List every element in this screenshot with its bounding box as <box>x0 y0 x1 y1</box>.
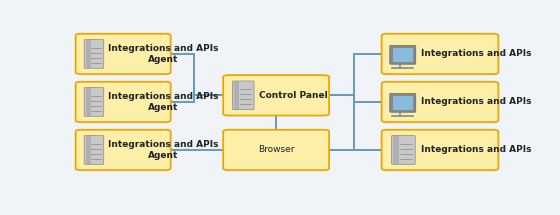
FancyBboxPatch shape <box>86 88 91 116</box>
FancyBboxPatch shape <box>390 94 416 112</box>
Text: Integrations and APIs: Integrations and APIs <box>421 97 531 106</box>
FancyBboxPatch shape <box>232 81 254 110</box>
FancyBboxPatch shape <box>86 136 91 164</box>
FancyBboxPatch shape <box>390 46 416 64</box>
Text: Integrations and APIs
Agent: Integrations and APIs Agent <box>108 44 218 64</box>
Text: Integrations and APIs
Agent: Integrations and APIs Agent <box>108 92 218 112</box>
FancyBboxPatch shape <box>381 34 498 74</box>
FancyBboxPatch shape <box>381 130 498 170</box>
FancyBboxPatch shape <box>223 75 329 115</box>
FancyBboxPatch shape <box>84 88 104 116</box>
FancyBboxPatch shape <box>393 48 413 62</box>
FancyBboxPatch shape <box>393 136 399 164</box>
FancyBboxPatch shape <box>393 96 413 110</box>
FancyBboxPatch shape <box>86 40 91 68</box>
FancyBboxPatch shape <box>381 82 498 122</box>
FancyBboxPatch shape <box>391 136 415 164</box>
Text: Browser: Browser <box>258 146 295 154</box>
FancyBboxPatch shape <box>84 136 104 164</box>
Text: Control Panel: Control Panel <box>259 91 328 100</box>
FancyBboxPatch shape <box>76 82 171 122</box>
Text: Integrations and APIs: Integrations and APIs <box>421 146 531 154</box>
Text: Integrations and APIs: Integrations and APIs <box>421 49 531 58</box>
Text: Integrations and APIs
Agent: Integrations and APIs Agent <box>108 140 218 160</box>
FancyBboxPatch shape <box>76 130 171 170</box>
FancyBboxPatch shape <box>234 81 239 109</box>
FancyBboxPatch shape <box>76 34 171 74</box>
FancyBboxPatch shape <box>223 130 329 170</box>
FancyBboxPatch shape <box>84 40 104 68</box>
